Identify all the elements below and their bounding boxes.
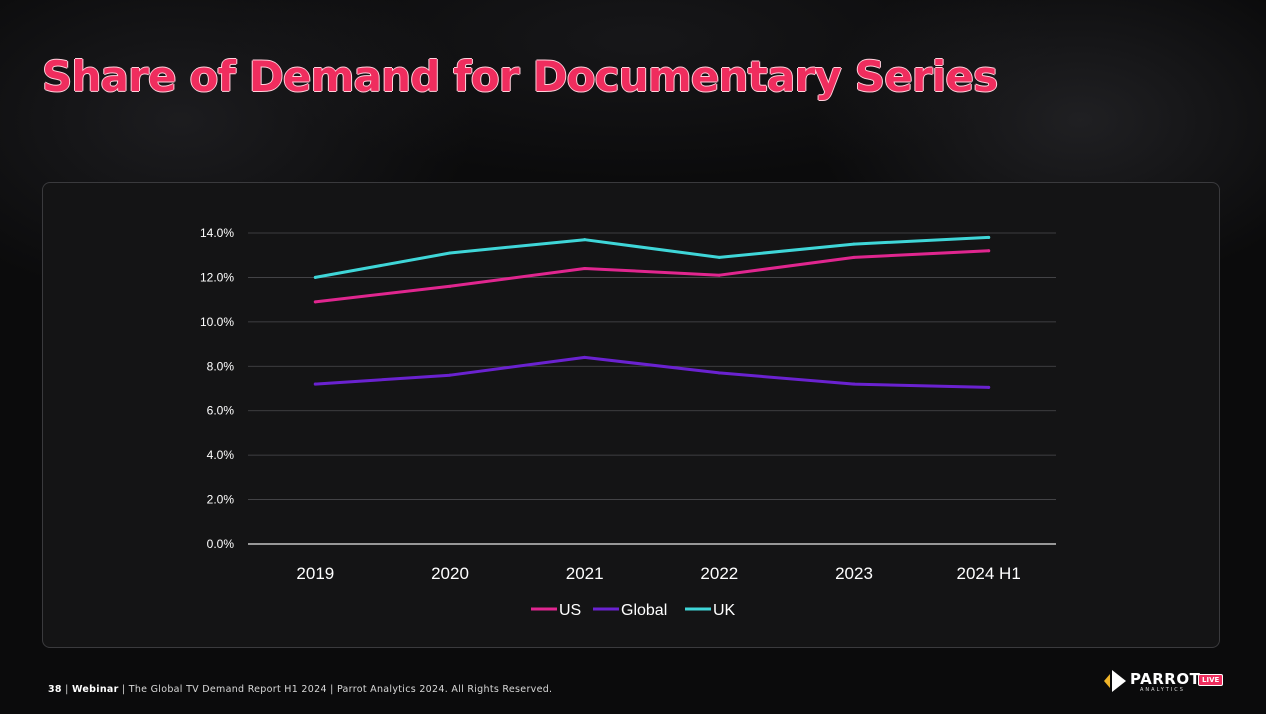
series-line-us	[313, 249, 991, 304]
footer-sep: |	[121, 684, 129, 695]
data-point-global	[313, 382, 317, 386]
data-point-uk	[583, 238, 587, 242]
x-tick-label: 2020	[431, 564, 469, 583]
logo-subtitle: ANALYTICS	[1140, 687, 1185, 693]
parrot-logo: PARROT ANALYTICS LIVE	[1104, 668, 1224, 696]
y-tick-label: 4.0%	[207, 448, 235, 462]
x-tick-label: 2019	[296, 564, 334, 583]
data-point-uk	[717, 255, 721, 259]
legend-label-global: Global	[621, 602, 667, 619]
y-tick-label: 2.0%	[207, 493, 235, 507]
legend-label-uk: UK	[713, 602, 736, 619]
footer-section: Webinar	[71, 684, 119, 695]
data-point-us	[583, 267, 587, 271]
data-point-global	[852, 382, 856, 386]
x-tick-label: 2024 H1	[957, 564, 1021, 583]
data-point-uk	[313, 275, 317, 279]
data-point-us	[448, 284, 452, 288]
data-point-us	[717, 273, 721, 277]
logo-mark-icon	[1104, 674, 1110, 688]
y-tick-label: 14.0%	[200, 226, 234, 240]
data-point-us	[313, 300, 317, 304]
data-point-uk	[987, 235, 991, 239]
data-point-uk	[852, 242, 856, 246]
y-tick-label: 6.0%	[207, 404, 235, 418]
live-badge: LIVE	[1198, 674, 1224, 686]
page-title: Share of Demand for Documentary Series	[42, 52, 998, 101]
footer-sep: |	[330, 684, 337, 695]
y-tick-label: 0.0%	[207, 537, 235, 551]
y-tick-label: 12.0%	[200, 270, 234, 284]
logo-arrow-icon	[1112, 670, 1126, 692]
y-tick-label: 8.0%	[207, 359, 235, 373]
legend-label-us: US	[559, 602, 581, 619]
logo-wordmark: PARROT	[1130, 670, 1201, 688]
data-point-global	[717, 371, 721, 375]
page-number: 38	[48, 684, 62, 695]
footer-sep: |	[65, 684, 72, 695]
data-point-us	[852, 255, 856, 259]
series-line-global	[313, 355, 991, 389]
x-tick-label: 2023	[835, 564, 873, 583]
chart-panel: 0.0% 2.0% 4.0% 6.0% 8.0% 10.0% 12.0% 14.0% 2019 2…	[42, 182, 1220, 648]
y-tick-label: 10.0%	[200, 315, 234, 329]
series-line-uk	[313, 235, 991, 279]
x-tick-label: 2021	[566, 564, 604, 583]
x-tick-label: 2022	[700, 564, 738, 583]
line-chart: 0.0% 2.0% 4.0% 6.0% 8.0% 10.0% 12.0% 14.0% 2019 2…	[200, 226, 1056, 619]
data-point-global	[448, 373, 452, 377]
data-point-us	[987, 249, 991, 253]
data-point-uk	[448, 251, 452, 255]
data-point-global	[583, 355, 587, 359]
footer-report: The Global TV Demand Report H1 2024	[128, 684, 327, 695]
data-point-global	[987, 385, 991, 389]
footer: 38 | Webinar | The Global TV Demand Repo…	[48, 684, 552, 695]
footer-copyright: Parrot Analytics 2024. All Rights Reserv…	[336, 684, 553, 695]
